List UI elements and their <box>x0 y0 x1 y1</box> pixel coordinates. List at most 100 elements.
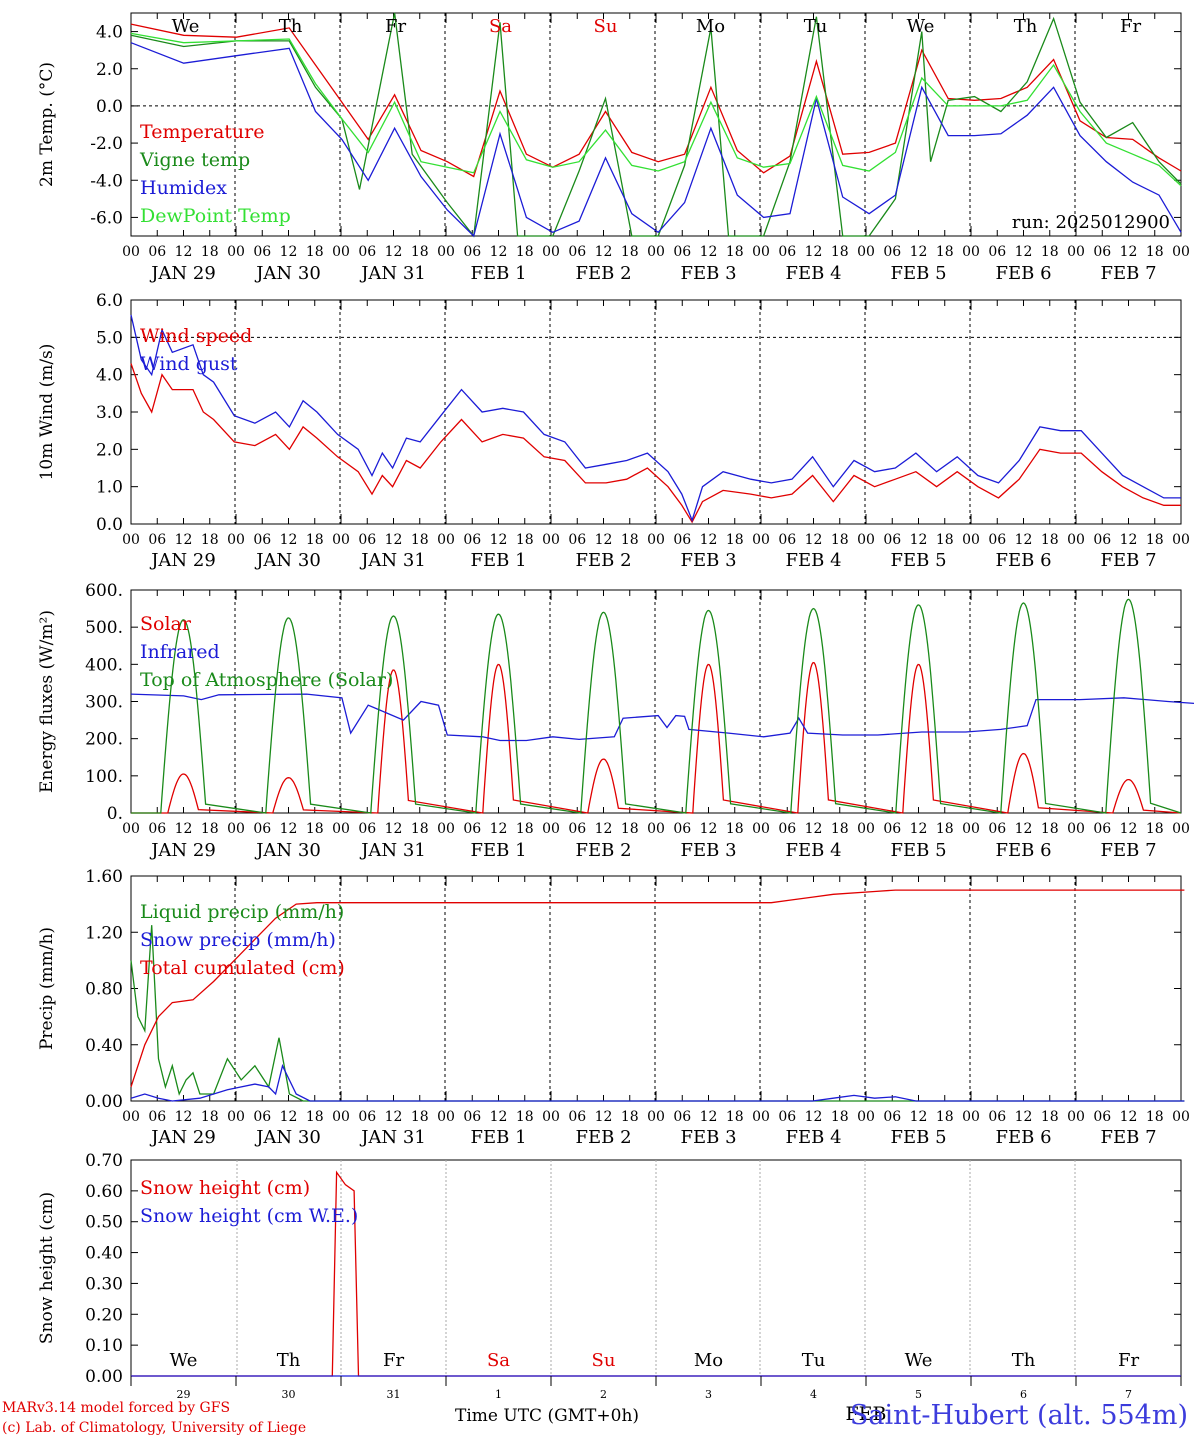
y-tick-label: 0.0 <box>96 515 123 535</box>
hour-label: 18 <box>201 532 219 548</box>
hour-label: 12 <box>490 821 508 837</box>
y-tick-label: 3.0 <box>96 403 123 423</box>
weekday-label: We <box>170 1350 198 1371</box>
hour-label: 18 <box>936 244 954 260</box>
y-tick-label: 500. <box>85 618 123 638</box>
hour-label: 00 <box>1067 1109 1085 1125</box>
hour-label: 00 <box>542 244 560 260</box>
hour-label: 06 <box>148 244 166 260</box>
hour-label: 18 <box>411 821 429 837</box>
month-label: FEB <box>845 1403 886 1425</box>
day-number: 5 <box>915 1388 922 1401</box>
hour-label: 06 <box>148 821 166 837</box>
weekday-label: Th <box>1014 16 1038 37</box>
date-label: JAN 29 <box>149 840 216 861</box>
date-label: FEB 7 <box>1100 263 1156 284</box>
hour-label: 06 <box>358 244 376 260</box>
y-tick-label: 2.0 <box>96 440 123 460</box>
hour-label: 12 <box>490 1109 508 1125</box>
date-label: FEB 4 <box>785 840 841 861</box>
hour-label: 00 <box>857 821 875 837</box>
hour-label: 06 <box>253 821 271 837</box>
y-axis-title: Energy fluxes (W/m²) <box>37 610 57 793</box>
hour-label: 06 <box>1093 244 1111 260</box>
hour-label: 06 <box>778 244 796 260</box>
hour-label: 18 <box>411 244 429 260</box>
model-credit: MARv3.14 model forced by GFS <box>2 1400 231 1416</box>
legend-entry: Liquid precip (mm/h) <box>140 901 344 923</box>
hour-label: 12 <box>1015 532 1033 548</box>
hour-label: 12 <box>805 532 823 548</box>
y-tick-label: 0.50 <box>85 1213 123 1233</box>
hour-label: 12 <box>700 532 718 548</box>
x-axis-title: Time UTC (GMT+0h) <box>455 1406 640 1426</box>
date-label: JAN 30 <box>254 1127 321 1148</box>
hour-label: 00 <box>752 244 770 260</box>
weekday-label: Sa <box>487 1350 510 1371</box>
hour-label: 12 <box>1015 244 1033 260</box>
y-tick-label: 4.0 <box>96 23 123 43</box>
y-tick-label: 0.30 <box>85 1274 123 1294</box>
hour-label: 12 <box>595 244 613 260</box>
hour-label: 06 <box>253 532 271 548</box>
y-tick-label: 0. <box>107 804 123 824</box>
y-tick-label: 1.60 <box>85 867 123 887</box>
weekday-label: Tu <box>802 1350 826 1371</box>
hour-label: 06 <box>883 532 901 548</box>
hour-label: 12 <box>910 821 928 837</box>
hour-label: 12 <box>385 821 403 837</box>
legend-entry: Snow precip (mm/h) <box>140 929 336 951</box>
hour-label: 18 <box>831 244 849 260</box>
date-label: JAN 31 <box>359 263 426 284</box>
hour-label: 06 <box>568 821 586 837</box>
hour-label: 18 <box>831 1109 849 1125</box>
day-number: 29 <box>177 1388 191 1401</box>
run-label: run: 2025012900 <box>1012 212 1170 233</box>
date-label: FEB 6 <box>995 840 1051 861</box>
hour-label: 18 <box>1146 1109 1164 1125</box>
hour-label: 12 <box>1015 821 1033 837</box>
hour-label: 06 <box>673 244 691 260</box>
day-number: 4 <box>810 1388 817 1401</box>
y-tick-label: 0.80 <box>85 980 123 1000</box>
hour-label: 00 <box>647 244 665 260</box>
y-tick-label: 1.20 <box>85 923 123 943</box>
y-axis-title: Precip (mm/h) <box>37 927 57 1050</box>
hour-label: 18 <box>411 532 429 548</box>
hour-label: 12 <box>910 532 928 548</box>
hour-label: 12 <box>700 1109 718 1125</box>
hour-label: 06 <box>988 1109 1006 1125</box>
legend-entry: Snow height (cm W.E.) <box>140 1205 358 1227</box>
hour-label: 00 <box>962 1109 980 1125</box>
hour-label: 18 <box>726 821 744 837</box>
series-line <box>130 1063 1185 1102</box>
date-label: FEB 4 <box>785 550 841 571</box>
date-label: FEB 7 <box>1100 550 1156 571</box>
hour-label: 18 <box>306 532 324 548</box>
series-line <box>130 12 1182 238</box>
y-tick-label: 1.0 <box>96 478 123 498</box>
legend-entry: Solar <box>140 613 192 635</box>
hour-label: 18 <box>726 1109 744 1125</box>
hour-label: 12 <box>490 244 508 260</box>
date-label: FEB 5 <box>890 840 946 861</box>
hour-label: 18 <box>1041 1109 1059 1125</box>
day-number: 2 <box>600 1388 607 1401</box>
weekday-label: Fr <box>383 1350 404 1371</box>
day-number: 1 <box>495 1388 502 1401</box>
series-line <box>131 598 1182 814</box>
hour-label: 06 <box>673 1109 691 1125</box>
date-label: FEB 1 <box>470 1127 526 1148</box>
hour-label: 18 <box>621 532 639 548</box>
weekday-label: Su <box>594 16 618 37</box>
legend-entry: Vigne temp <box>139 149 250 171</box>
hour-label: 18 <box>201 821 219 837</box>
date-label: FEB 1 <box>470 840 526 861</box>
hour-label: 06 <box>358 532 376 548</box>
y-tick-label: 200. <box>85 730 123 750</box>
y-tick-label: 4.0 <box>96 366 123 386</box>
hour-label: 00 <box>542 1109 560 1125</box>
hour-label: 18 <box>306 821 324 837</box>
hour-label: 18 <box>936 821 954 837</box>
hour-label: 12 <box>175 1109 193 1125</box>
